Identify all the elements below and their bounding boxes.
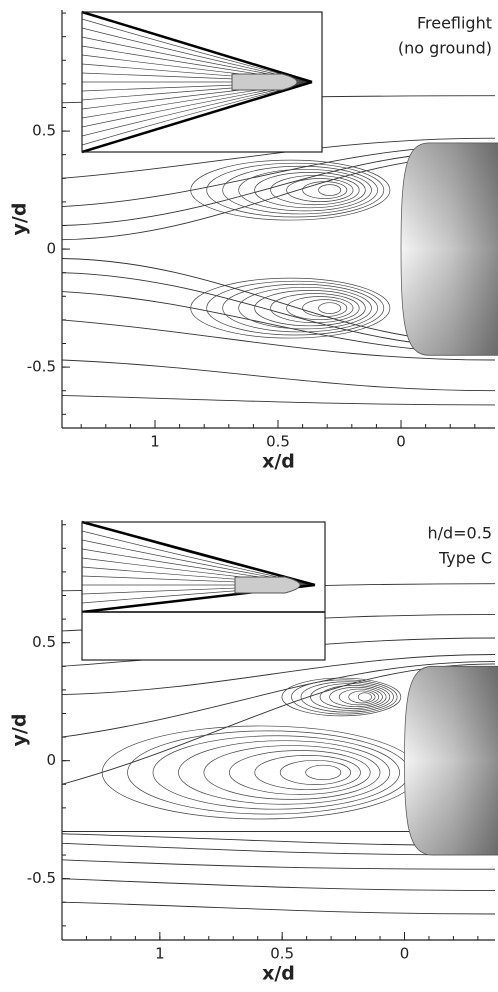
recirculation [254,755,361,790]
x-tick-label: 1 [150,433,160,451]
recirculation [190,277,391,339]
body-shade [401,142,498,356]
recirculation [291,679,398,715]
body-shade [404,666,498,856]
inset-shock [81,10,313,154]
streamline [61,654,496,696]
recirculation [206,280,385,336]
y-tick-label: 0 [46,240,56,258]
recirculation [238,168,372,212]
recirculation [281,677,402,717]
recirculation [286,178,354,203]
x-tick-label: 0.5 [266,433,290,451]
x-tick-label: 0 [396,433,406,451]
panel: 0.5 0 -0.5 1 0.5 0 x/d y/d Freeflight (no ground) [9,10,498,473]
x-axis-label: x/d [262,963,295,985]
recirculation [319,685,387,709]
inset-frame [81,521,326,661]
recirculation [206,162,385,218]
recirculation [279,759,352,785]
recirculation [305,764,342,781]
recirculation [302,299,348,317]
y-axis-label: y/d [9,203,31,236]
recirculation [318,184,342,196]
streamline [61,859,496,870]
recirculation [101,725,420,820]
recirculation [222,165,378,215]
recirculation [228,750,371,795]
recirculation [270,175,360,206]
y-tick-label: -0.5 [27,869,56,887]
streamline [61,359,496,392]
recirculation [302,181,348,199]
x-axis-label: x/d [262,451,295,473]
recirculation [238,286,372,330]
recirculation [310,683,391,711]
recirculation [286,296,354,321]
streamline [61,661,496,738]
streamline [61,901,496,915]
inset-frame [81,11,323,153]
inset-body [234,576,301,594]
recirculation [348,690,376,704]
panel: 0.5 0 -0.5 1 0.5 0 x/d y/d h/d=0.5 Type C [9,520,498,985]
y-axis-label: y/d [9,714,31,747]
recirculation [222,283,378,333]
recirculation [254,172,366,209]
recirculation [357,692,372,702]
recirculation [300,681,394,713]
recirculation [203,745,381,800]
recirculation [270,293,360,324]
recirculation [127,730,410,815]
x-tick-label: 0 [400,945,410,963]
recirculation [152,735,400,810]
recirculation [254,290,366,327]
x-tick-label: 0.5 [270,945,294,963]
x-tick-label: 1 [155,945,165,963]
inset-body [231,73,298,91]
annotation: Type C [438,549,492,568]
streamline [61,394,496,406]
recirculation [338,688,380,706]
y-tick-label: 0.5 [32,633,56,651]
annotation: (no ground) [398,39,492,58]
streamline [61,137,496,179]
inset-ground [82,612,325,660]
streamline [61,878,496,891]
annotation: h/d=0.5 [427,524,492,543]
recirculation [318,302,342,314]
y-tick-label: 0.5 [32,122,56,140]
annotation: Freeflight [417,14,492,33]
streamline [61,319,496,361]
recirculation [178,740,391,805]
y-tick-label: -0.5 [27,358,56,376]
recirculation [190,159,391,221]
y-tick-label: 0 [46,751,56,769]
recirculation [329,686,383,708]
